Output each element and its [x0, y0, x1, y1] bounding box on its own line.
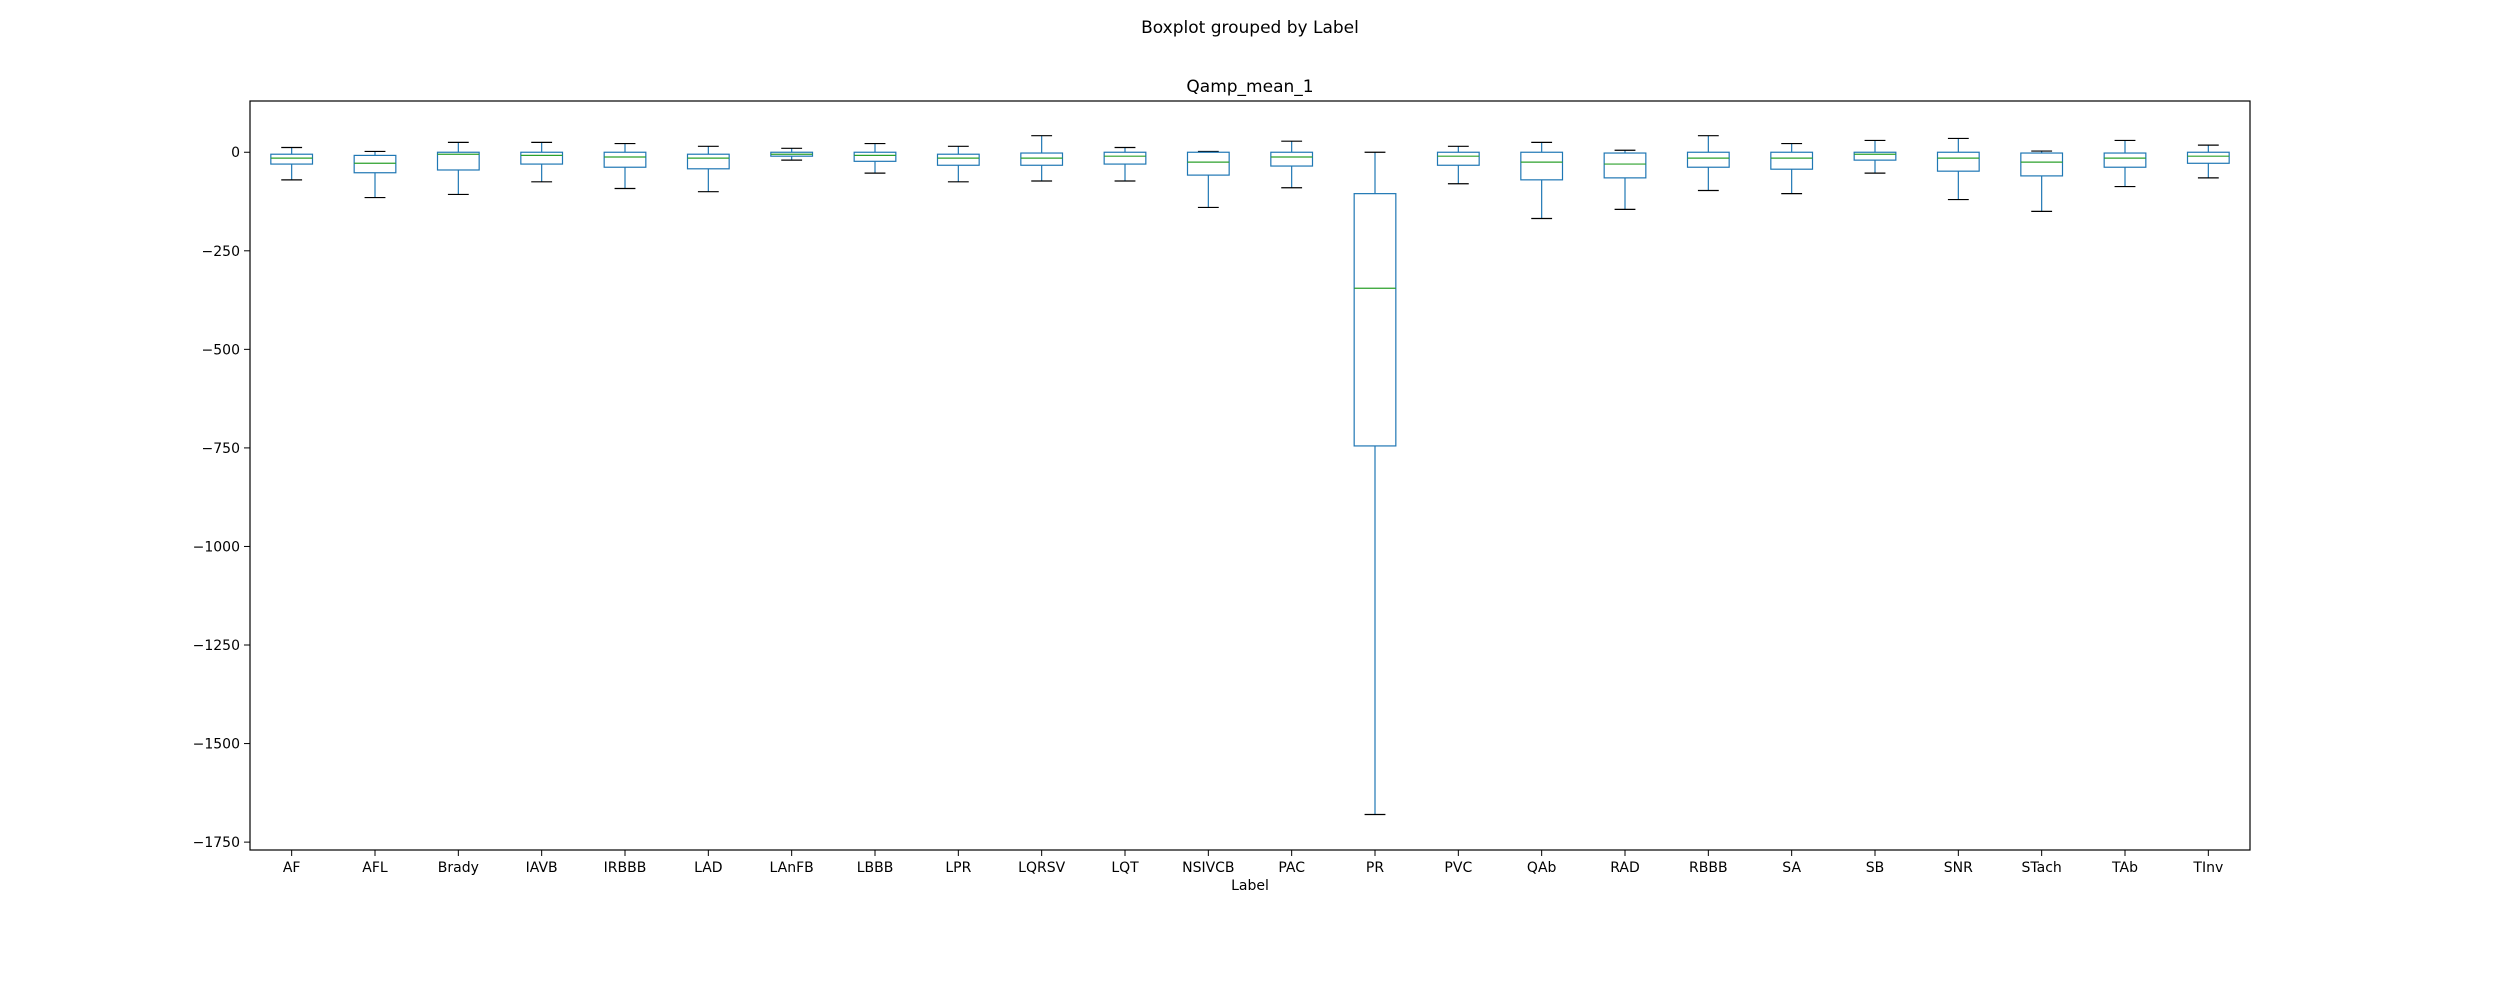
x-tick-label: NSIVCB: [1182, 860, 1234, 876]
box-iqr: [1353, 193, 1397, 447]
x-tick-label: RAD: [1610, 860, 1640, 876]
x-tick-label: PAC: [1278, 860, 1305, 876]
x-tick-label: IRBBB: [604, 860, 647, 876]
x-tick-label: QAb: [1527, 860, 1557, 876]
y-tick-label: −250: [202, 244, 240, 260]
box-PVC: [1436, 145, 1480, 185]
x-tick-label: SB: [1866, 860, 1885, 876]
box-iqr: [1186, 151, 1230, 176]
box-LAD: [686, 145, 730, 193]
y-tick-label: −1250: [193, 638, 240, 654]
box-iqr: [1686, 151, 1730, 168]
box-iqr: [1853, 151, 1897, 161]
box-TInv: [2186, 144, 2230, 179]
axes-title: Qamp_mean_1: [1186, 77, 1313, 97]
box-iqr: [270, 153, 314, 165]
x-tick-label: AFL: [362, 860, 388, 876]
x-tick-label: TInv: [2192, 860, 2223, 876]
box-iqr: [1770, 151, 1814, 170]
box-SA: [1770, 142, 1814, 195]
box-LQT: [1103, 146, 1147, 182]
box-AFL: [353, 150, 397, 199]
y-tick-label: 0: [231, 145, 240, 161]
box-iqr: [686, 153, 730, 170]
box-RBBB: [1686, 135, 1730, 192]
box-iqr: [1520, 151, 1564, 181]
x-tick-label: IAVB: [526, 860, 558, 876]
y-tick-label: −750: [202, 441, 240, 457]
box-iqr: [353, 154, 397, 174]
x-tick-label: LAD: [694, 860, 722, 876]
box-iqr: [1103, 151, 1147, 165]
box-iqr: [436, 151, 480, 171]
box-LQRSV: [1020, 135, 1064, 182]
x-tick-label: PVC: [1444, 860, 1472, 876]
x-tick-label: LBBB: [857, 860, 894, 876]
y-tick-label: −1000: [193, 539, 240, 555]
box-iqr: [2020, 152, 2064, 177]
x-axis-label: Label: [1231, 878, 1269, 894]
x-tick-label: LPR: [945, 860, 971, 876]
box-RAD: [1603, 149, 1647, 211]
box-iqr: [853, 151, 897, 162]
axes-frame: [249, 100, 2251, 851]
box-Brady: [436, 141, 480, 196]
x-tick-label: LAnFB: [770, 860, 814, 876]
box-iqr: [1603, 152, 1647, 179]
x-tick-label: SA: [1782, 860, 1801, 876]
y-tick-label: −1500: [193, 737, 240, 753]
box-iqr: [936, 153, 980, 166]
box-iqr: [2103, 152, 2147, 168]
box-iqr: [1936, 151, 1980, 172]
x-tick-label: SNR: [1944, 860, 1973, 876]
box-TAb: [2103, 139, 2147, 188]
box-iqr: [2186, 151, 2230, 164]
x-tick-label: TAb: [2111, 860, 2138, 876]
x-tick-label: LQT: [1111, 860, 1139, 876]
box-iqr: [1270, 151, 1314, 167]
box-iqr: [603, 151, 647, 168]
box-iqr: [1436, 151, 1480, 166]
x-tick-label: PR: [1366, 860, 1384, 876]
box-PR: [1353, 151, 1397, 816]
y-axis: 0 −250 −500 −750 −1000 −1250 −1500 −1750: [193, 145, 250, 851]
y-tick-label: −1750: [193, 835, 240, 851]
box-NSIVCB: [1186, 150, 1230, 209]
box-QAb: [1520, 141, 1564, 220]
box-AF: [270, 146, 314, 181]
box-SNR: [1936, 137, 1980, 201]
plot-marks: [270, 135, 2230, 816]
x-tick-label: AF: [283, 860, 301, 876]
box-SB: [1853, 139, 1897, 174]
box-LAnFB: [770, 147, 814, 161]
y-tick-label: −500: [202, 342, 240, 358]
figure-suptitle: Boxplot grouped by Label: [1141, 18, 1359, 38]
box-STach: [2020, 150, 2064, 212]
x-tick-label: Brady: [438, 860, 479, 876]
x-tick-label: LQRSV: [1018, 860, 1065, 876]
x-tick-label: STach: [2022, 860, 2062, 876]
x-axis: AF AFL Brady IAVB IRBBB LAD LAnFB LBBB LPR LQRSV L…: [283, 850, 2223, 876]
x-tick-label: RBBB: [1689, 860, 1728, 876]
box-LPR: [936, 145, 980, 183]
box-PAC: [1270, 140, 1314, 189]
box-iqr: [520, 151, 564, 165]
box-iqr: [1020, 152, 1064, 166]
box-IAVB: [520, 141, 564, 183]
box-LBBB: [853, 142, 897, 174]
box-IRBBB: [603, 142, 647, 190]
